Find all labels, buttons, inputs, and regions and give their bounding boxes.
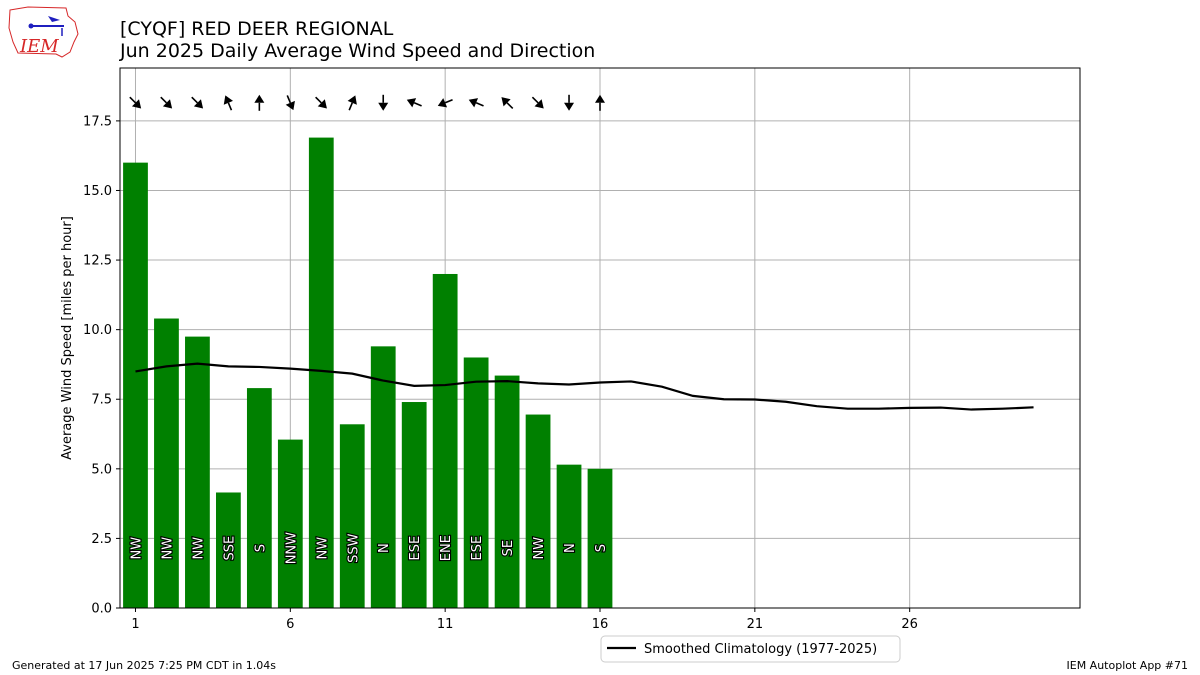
wind-arrow (378, 94, 389, 111)
direction-label: NNW (284, 532, 299, 564)
legend: Smoothed Climatology (1977-2025) (600, 635, 901, 663)
direction-label: NW (160, 537, 175, 560)
wind-arrow (315, 96, 327, 109)
generated-footer: Generated at 17 Jun 2025 7:25 PM CDT in … (12, 659, 276, 672)
direction-label: SSE (222, 536, 237, 561)
bar (463, 357, 489, 608)
climatology-line-group (135, 362, 1034, 411)
direction-label: SE (501, 540, 516, 556)
y-tick-label: 10.0 (83, 323, 112, 338)
bar (216, 492, 241, 608)
x-tick-label: 6 (286, 617, 294, 632)
direction-label: N (563, 543, 578, 553)
direction-label: ESE (470, 536, 485, 561)
y-tick-label: 5.0 (91, 462, 112, 477)
wind-arrow (160, 96, 173, 109)
wind-arrow (285, 95, 295, 111)
wind-arrow (564, 94, 575, 111)
bar (556, 464, 582, 608)
legend-box (600, 635, 901, 663)
direction-label: NW (191, 537, 206, 560)
direction-label: NW (532, 537, 547, 560)
legend-label: Smoothed Climatology (1977-2025) (644, 642, 877, 657)
x-tick-label: 21 (747, 617, 764, 632)
direction-label: NW (129, 537, 144, 560)
bar (308, 137, 334, 608)
x-tick-label: 16 (592, 617, 609, 632)
bar (587, 468, 613, 608)
bar (432, 273, 458, 608)
bar (339, 424, 365, 608)
iem-logo: IEM (8, 6, 79, 58)
bar (370, 346, 396, 608)
x-axis: 1 6 11 16 21 26 (131, 608, 918, 632)
y-tick-label: 2.5 (91, 532, 112, 547)
direction-label: ENE (439, 535, 454, 561)
y-tick-label: 0.0 (91, 602, 112, 617)
climatology-line (135, 362, 1034, 411)
wind-arrow (595, 94, 605, 111)
bar (185, 336, 210, 608)
logo-text: IEM (19, 36, 59, 57)
y-tick-label: 7.5 (91, 393, 112, 408)
wind-arrow (437, 98, 453, 108)
y-tick-label: 17.5 (83, 114, 112, 129)
wind-arrow (468, 98, 484, 108)
x-tick-label: 1 (131, 617, 139, 632)
bar (154, 318, 179, 608)
y-axis: 0.0 2.5 5.0 7.5 10.0 12.5 15.0 17.5 (83, 114, 120, 617)
direction-label: S (253, 544, 268, 552)
bars (123, 137, 613, 609)
app-footer: IEM Autoplot App #71 (1067, 659, 1189, 672)
bar (277, 439, 303, 608)
bar (246, 388, 272, 608)
wind-arrow (531, 96, 544, 109)
y-tick-label: 15.0 (83, 184, 112, 199)
direction-labels: NW NW NW SSE S NNW NW SSW N ESE ENE ESE SE NW N S (128, 531, 610, 566)
x-tick-label: 11 (437, 617, 454, 632)
chart-title-station: [CYQF] RED DEER REGIONAL (120, 18, 394, 40)
direction-arrows (129, 94, 605, 111)
bar (401, 402, 427, 608)
wind-arrow (223, 95, 234, 111)
wind-arrow (347, 95, 357, 111)
x-tick-label: 26 (901, 617, 918, 632)
wind-arrow (191, 96, 204, 109)
y-axis-label: Average Wind Speed [miles per hour] (60, 216, 75, 460)
wind-arrow (254, 94, 265, 111)
direction-label: SSW (346, 533, 361, 563)
bar (123, 162, 148, 609)
wind-arrow (406, 98, 422, 108)
bar (494, 375, 520, 608)
wind-arrow (501, 97, 514, 110)
direction-label: NW (315, 537, 330, 560)
chart-title: Jun 2025 Daily Average Wind Speed and Di… (119, 40, 595, 62)
direction-label: S (594, 544, 609, 552)
direction-label: N (377, 543, 392, 553)
bar (525, 414, 551, 608)
y-tick-label: 12.5 (83, 254, 112, 269)
wind-arrow (129, 96, 142, 109)
direction-label: ESE (408, 536, 423, 561)
